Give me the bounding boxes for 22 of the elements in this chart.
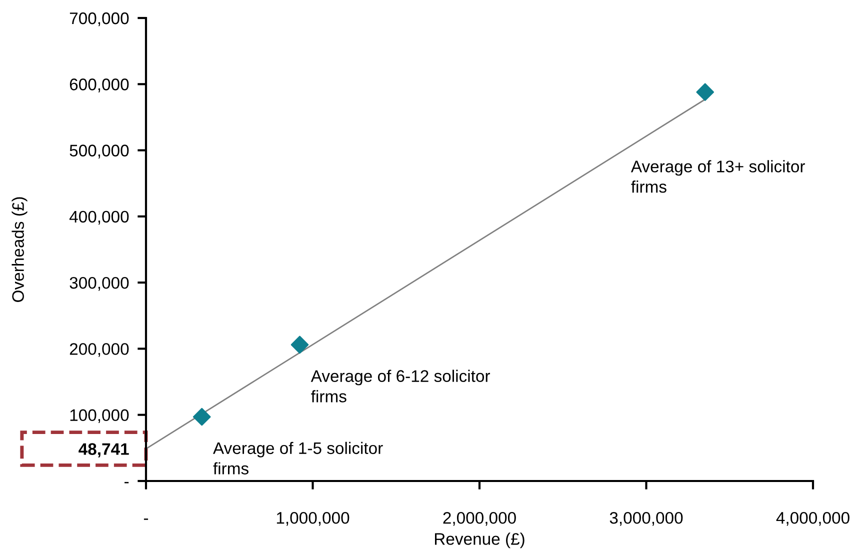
y-tick-label: 100,000 (70, 409, 129, 424)
x-tick-label: 2,000,000 (443, 512, 516, 526)
annotation: Average of 13+ solicitor firms (630, 160, 805, 193)
x-tick-label: - (144, 518, 148, 520)
y-tick-label: 200,000 (70, 343, 129, 357)
y-tick-label: 48,741 (78, 443, 129, 458)
annotation: Average of 6-12 solicitor firms (310, 370, 490, 402)
y-tick-label: 600,000 (70, 78, 129, 92)
y-axis-title: Overheads (£) (12, 197, 28, 302)
x-axis-title: Revenue (£) (435, 532, 524, 548)
x-tick-label: 1,000,000 (276, 512, 350, 526)
x-tick-label: 4,000,000 (776, 512, 850, 526)
point (192, 408, 211, 426)
point (696, 83, 714, 101)
y-tick-label: 400,000 (69, 210, 129, 225)
annotation: Average of 1-5 solicitor firms (213, 442, 383, 474)
y-tick-label: - (124, 482, 129, 484)
y-tick-label: 700,000 (70, 12, 129, 26)
point (290, 336, 309, 354)
x-tick-label: 3,000,000 (610, 512, 683, 526)
y-tick-label: 500,000 (70, 144, 129, 158)
y-tick-label: 300,000 (70, 276, 129, 291)
